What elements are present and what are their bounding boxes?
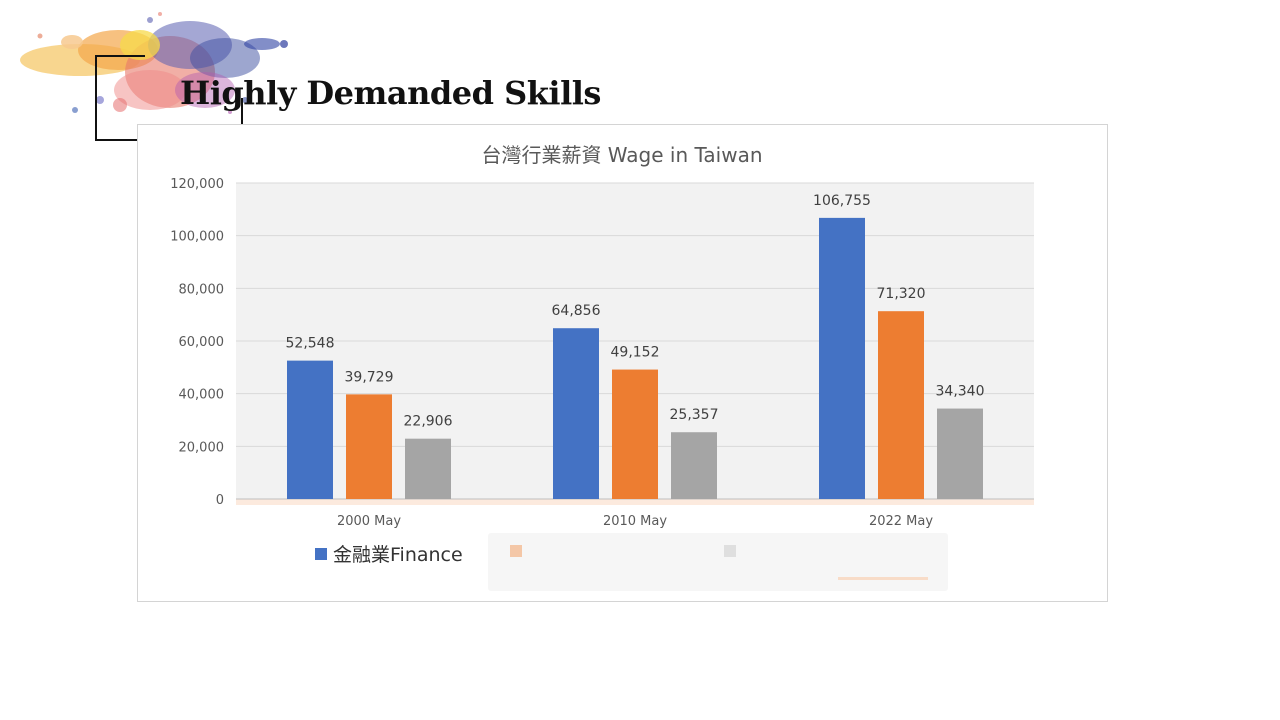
bar-value-label: 39,729 [345,369,394,385]
bar-chart: 台灣行業薪資 Wage in Taiwan 0 20,000 40,000 60,000… [170,143,1034,529]
bar-value-label: 52,548 [286,336,335,352]
chart-title: 台灣行業薪資 Wage in Taiwan [481,143,762,167]
legend-swatch-finance [315,547,327,560]
frame-line-vertical-inner [241,98,243,124]
bar-value-label: 71,320 [877,286,926,302]
legend-obscured-underline [838,577,928,580]
y-tick-label: 80,000 [179,282,225,297]
chart-legend: 金融業Finance [315,540,463,567]
bar-value-label: 22,906 [404,414,453,430]
frame-line-vertical [95,55,97,141]
bar-value-label: 34,340 [936,384,985,400]
x-tick-label: 2000 May [337,514,401,529]
watercolor-splash-decoration [20,12,288,114]
bar [819,217,865,499]
bar [878,311,924,499]
y-tick-label: 40,000 [179,388,225,403]
bar-value-label: 49,152 [611,345,660,361]
y-tick-label: 120,000 [170,177,224,192]
bar [671,432,717,499]
chart-frame: 台灣行業薪資 Wage in Taiwan 0 20,000 40,000 60,000… [137,124,1108,602]
y-tick-label: 100,000 [170,230,224,245]
legend-obscured-swatch-2 [510,545,522,557]
slide-title: Highly Demanded Skills [180,74,601,112]
x-tick-label: 2022 May [869,514,933,529]
bar-value-label: 25,357 [670,407,719,423]
frame-line-horizontal-top [95,55,145,57]
y-tick-label: 60,000 [179,335,225,350]
plot-area-base-shadow [236,499,1034,505]
y-tick-label: 0 [216,493,224,508]
bar [553,328,599,499]
bar-value-label: 106,755 [813,193,871,209]
legend-label-finance: 金融業Finance [333,544,463,566]
y-tick-label: 20,000 [179,440,225,455]
bar [612,369,658,499]
bar [346,394,392,499]
x-tick-label: 2010 May [603,514,667,529]
bar [937,408,983,499]
legend-obscured-swatch-3 [724,545,736,557]
bar [287,360,333,499]
frame-line-horizontal-bottom [95,139,140,141]
bar [405,438,451,499]
bar-value-label: 64,856 [552,303,601,319]
legend-obscured-area [488,533,948,591]
